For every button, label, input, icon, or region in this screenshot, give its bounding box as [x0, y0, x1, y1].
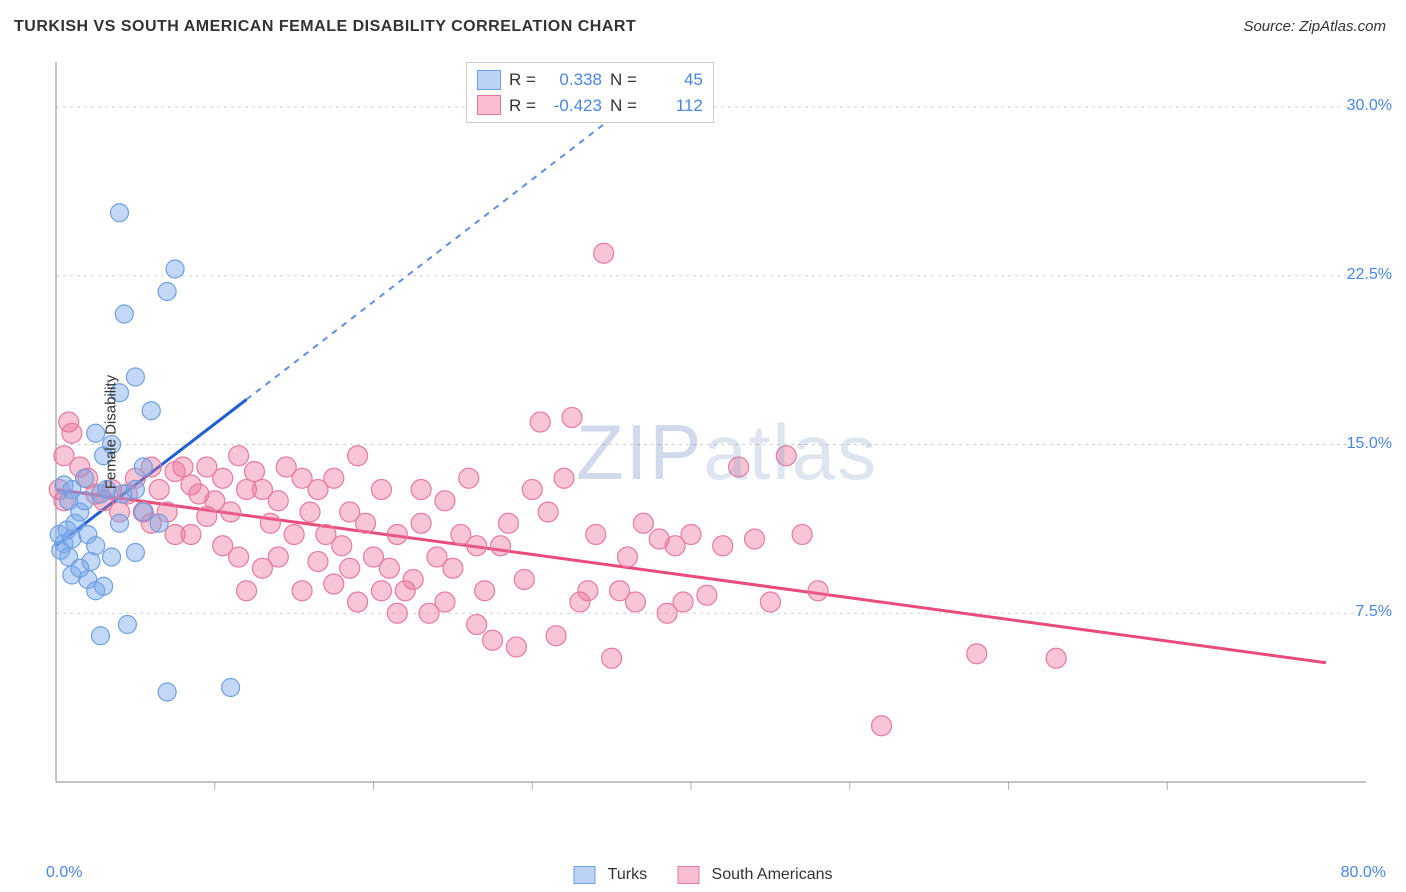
scatter-plot: Female Disability ZIPatlas R = 0.338 N =…: [46, 52, 1386, 812]
chart-title: TURKISH VS SOUTH AMERICAN FEMALE DISABIL…: [14, 18, 636, 36]
watermark: ZIPatlas: [576, 407, 878, 498]
stats-row-2: R = -0.423 N = 112: [477, 93, 703, 119]
y-tick: 15.0%: [1347, 435, 1392, 453]
legend-swatch-south-americans: [677, 866, 699, 884]
legend-label-south-americans: South Americans: [712, 866, 833, 883]
swatch-south-americans: [477, 95, 501, 115]
swatch-turks: [477, 70, 501, 90]
bottom-legend: Turks South Americans: [574, 866, 833, 884]
x-tick-max: 80.0%: [1341, 864, 1386, 882]
legend-swatch-turks: [574, 866, 596, 884]
x-tick-min: 0.0%: [46, 864, 82, 882]
stats-legend: R = 0.338 N = 45 R = -0.423 N = 112: [466, 62, 714, 123]
legend-label-turks: Turks: [608, 866, 647, 883]
y-tick: 7.5%: [1356, 603, 1392, 621]
y-axis-label: Female Disability: [103, 375, 120, 489]
stats-row-1: R = 0.338 N = 45: [477, 67, 703, 93]
y-tick: 22.5%: [1347, 266, 1392, 284]
source-label: Source: ZipAtlas.com: [1243, 18, 1386, 35]
legend-item-south-americans: South Americans: [677, 866, 832, 884]
legend-item-turks: Turks: [574, 866, 648, 884]
y-tick: 30.0%: [1347, 97, 1392, 115]
